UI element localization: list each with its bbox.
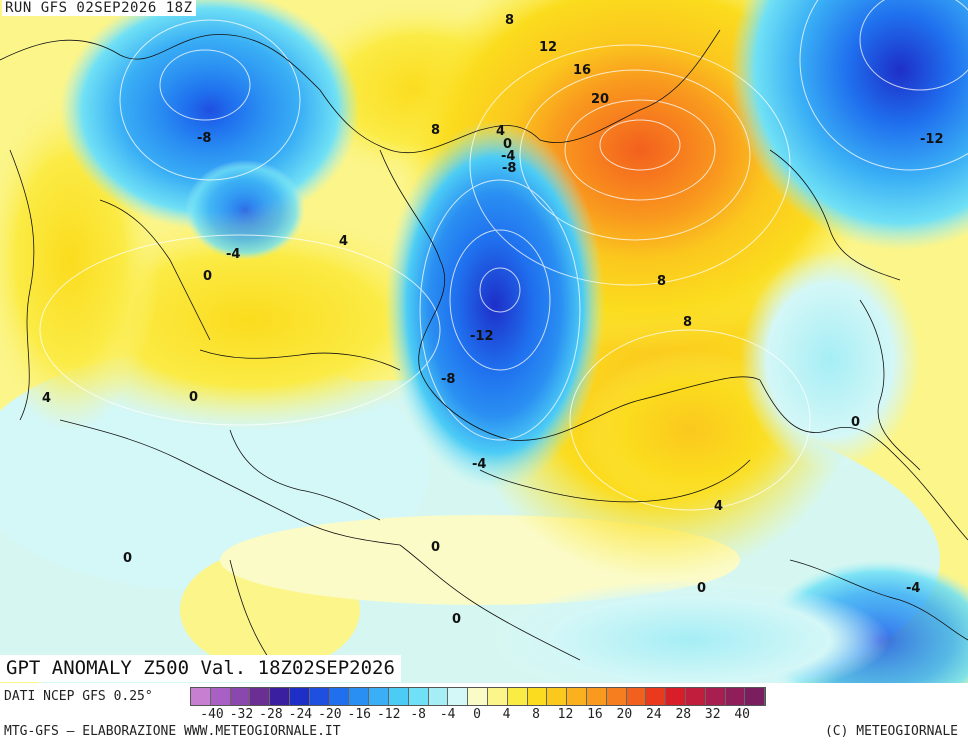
color-scale-tick: 20 bbox=[616, 707, 633, 722]
contour-label: 8 bbox=[657, 274, 666, 289]
contour-label: -8 bbox=[502, 161, 516, 176]
color-scale-tick: -8 bbox=[410, 707, 427, 722]
color-swatch bbox=[646, 688, 667, 705]
color-swatch bbox=[468, 688, 488, 705]
color-scale-tick: 16 bbox=[587, 707, 603, 722]
color-swatch bbox=[369, 688, 389, 705]
footer-copyright: (C) METEOGIORNALE bbox=[824, 724, 958, 739]
color-swatch bbox=[191, 688, 211, 705]
color-scale-tick: -12 bbox=[376, 707, 401, 722]
anomaly-cool-south bbox=[490, 580, 890, 683]
color-scale-tick: -4 bbox=[439, 707, 456, 722]
footer-credit: MTG-GFS — ELABORAZIONE WWW.METEOGIORNALE… bbox=[4, 724, 341, 739]
color-swatch bbox=[666, 688, 686, 705]
color-scale-tick: -16 bbox=[347, 707, 372, 722]
color-scale-tick: 0 bbox=[473, 707, 482, 722]
color-swatch bbox=[745, 688, 766, 705]
color-swatch bbox=[329, 688, 350, 705]
map-title: GPT ANOMALY Z500 Val. 18Z02SEP2026 bbox=[0, 655, 401, 682]
anomaly-low-lobe bbox=[185, 160, 305, 260]
color-scale bbox=[190, 687, 767, 706]
color-swatch bbox=[527, 688, 548, 705]
color-swatch bbox=[626, 688, 647, 705]
color-swatch bbox=[606, 688, 627, 705]
run-label: RUN GFS 02SEP2026 18Z bbox=[2, 0, 196, 16]
color-swatch bbox=[725, 688, 746, 705]
color-swatch bbox=[487, 688, 508, 705]
color-swatch bbox=[507, 688, 528, 705]
color-scale-tick: 4 bbox=[502, 707, 511, 722]
color-swatch bbox=[705, 688, 726, 705]
contour-label: 0 bbox=[697, 581, 706, 596]
contour-label: 4 bbox=[496, 124, 505, 139]
color-scale-tick: 12 bbox=[557, 707, 574, 722]
contour-label: 4 bbox=[42, 391, 51, 406]
contour-label: 0 bbox=[123, 551, 132, 566]
contour-label: 0 bbox=[851, 415, 860, 430]
color-scale-tick: -20 bbox=[318, 707, 342, 722]
anomaly-map: 8 12 16 20 4 0 -4 -8 -8 8 -4 4 0 -12 8 8… bbox=[0, 0, 968, 683]
contour-label: 8 bbox=[431, 123, 440, 138]
color-scale-tick: 24 bbox=[646, 707, 662, 722]
contour-label: -4 bbox=[472, 457, 486, 472]
color-swatch bbox=[408, 688, 429, 705]
contour-label: 16 bbox=[573, 63, 591, 78]
color-swatch bbox=[230, 688, 251, 705]
color-scale-tick: -28 bbox=[259, 707, 283, 722]
color-swatch bbox=[547, 688, 568, 705]
color-scale-tick: 40 bbox=[734, 707, 751, 722]
anomaly-cool-manchuria bbox=[740, 250, 920, 470]
contour-label: 0 bbox=[503, 137, 512, 152]
contour-label: -4 bbox=[501, 149, 515, 164]
contour-label: 4 bbox=[714, 499, 723, 514]
color-scale-ticks: -40 -32 -28 -24 -20 -16 -12 -8 -4 0 4 8 12 16 20 24 28 32… bbox=[190, 707, 966, 723]
data-source-label: DATI NCEP GFS 0.25° bbox=[4, 689, 153, 704]
contour-label: 0 bbox=[189, 390, 198, 405]
contour-label: -4 bbox=[226, 247, 240, 262]
color-scale-tick: -40 bbox=[200, 707, 224, 722]
color-swatch bbox=[349, 688, 370, 705]
color-scale-tick: 28 bbox=[675, 707, 692, 722]
contour-label: 4 bbox=[339, 234, 348, 249]
contour-label: 0 bbox=[431, 540, 440, 555]
contour-label: -4 bbox=[906, 581, 920, 596]
contour-label: 12 bbox=[539, 40, 557, 55]
contour-label: -12 bbox=[920, 132, 944, 147]
color-swatch bbox=[586, 688, 607, 705]
color-swatch bbox=[309, 688, 330, 705]
contour-label: 8 bbox=[683, 315, 692, 330]
contour-label: 0 bbox=[452, 612, 461, 627]
color-swatch bbox=[250, 688, 271, 705]
color-swatch bbox=[210, 688, 231, 705]
color-scale-tick: 32 bbox=[704, 707, 721, 722]
legend-panel: DATI NCEP GFS 0.25° -40 -32 -28 -24 -20 -16 -1… bbox=[0, 683, 968, 745]
color-swatch bbox=[428, 688, 449, 705]
contour-label: 20 bbox=[591, 92, 609, 107]
color-swatch bbox=[567, 688, 587, 705]
color-swatch bbox=[270, 688, 290, 705]
color-scale-tick: -32 bbox=[229, 707, 254, 722]
color-swatch bbox=[388, 688, 409, 705]
contour-label: 0 bbox=[203, 269, 212, 284]
color-swatch bbox=[448, 688, 469, 705]
contour-label: 8 bbox=[505, 13, 514, 28]
contour-label: -12 bbox=[470, 329, 494, 344]
map-canvas: 8 12 16 20 4 0 -4 -8 -8 8 -4 4 0 -12 8 8… bbox=[0, 0, 968, 683]
color-swatch bbox=[289, 688, 310, 705]
contour-label-layer: 8 12 16 20 4 0 -4 -8 -8 8 -4 4 0 -12 8 8… bbox=[42, 13, 944, 627]
contour-lines bbox=[39, 0, 968, 511]
anomaly-low-northeast bbox=[730, 0, 968, 250]
contour-label: -8 bbox=[197, 131, 211, 146]
contour-label: -8 bbox=[441, 372, 455, 387]
color-scale-tick: -24 bbox=[288, 707, 313, 722]
geography-lines bbox=[0, 29, 968, 661]
color-scale-tick: 8 bbox=[532, 707, 540, 722]
color-swatch bbox=[685, 688, 706, 705]
